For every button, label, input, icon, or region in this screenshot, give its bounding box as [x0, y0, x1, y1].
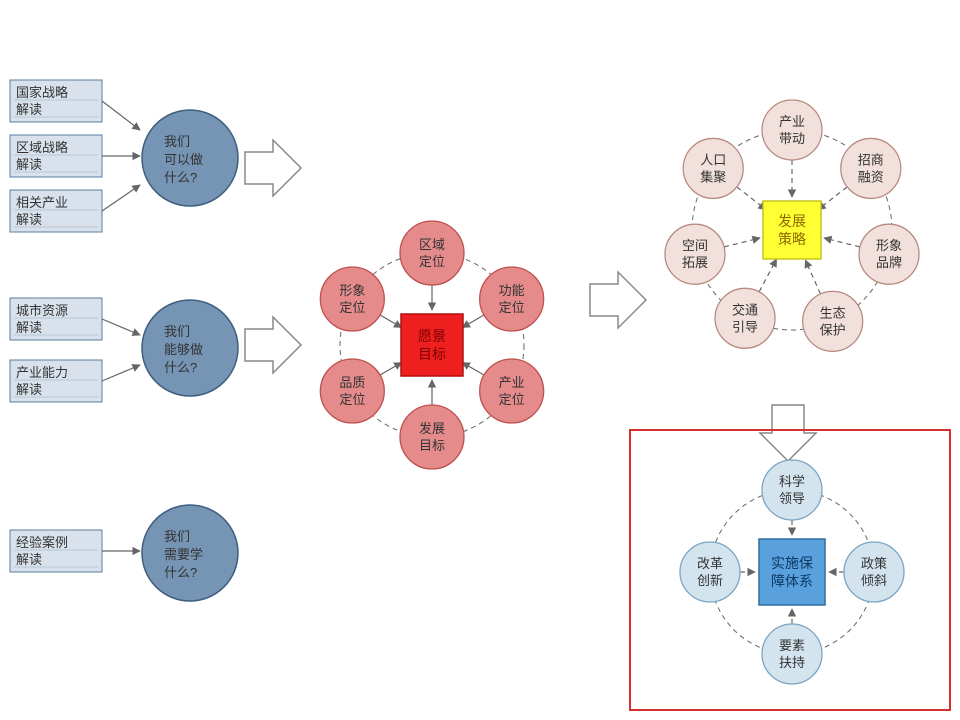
svg-text:目标: 目标 [419, 438, 445, 453]
vision-node-5 [320, 267, 384, 331]
svg-text:我们: 我们 [164, 134, 190, 149]
svg-text:扶持: 扶持 [779, 655, 805, 670]
svg-text:形象: 形象 [339, 283, 365, 298]
svg-text:带动: 带动 [779, 131, 805, 146]
strategy-node-0 [762, 100, 822, 160]
input-box-line2: 解读 [16, 102, 42, 117]
svg-text:目标: 目标 [418, 346, 446, 362]
strategy-spoke-2 [824, 238, 860, 247]
svg-text:倾斜: 倾斜 [861, 573, 887, 588]
svg-text:定位: 定位 [419, 254, 445, 269]
svg-text:拓展: 拓展 [682, 255, 708, 270]
flow-arrow [245, 317, 301, 373]
svg-text:品牌: 品牌 [876, 255, 902, 270]
svg-text:我们: 我们 [164, 324, 190, 339]
impl-node-1 [844, 542, 904, 602]
svg-text:可以做: 可以做 [164, 152, 203, 167]
svg-text:策略: 策略 [778, 231, 806, 247]
box-arrow-2 [102, 185, 140, 211]
input-box-line1: 经验案例 [16, 535, 68, 550]
svg-text:障体系: 障体系 [771, 573, 813, 589]
svg-text:功能: 功能 [499, 283, 525, 298]
svg-text:领导: 领导 [779, 491, 805, 506]
vision-node-4 [320, 359, 384, 423]
impl-node-3 [680, 542, 740, 602]
strategy-spoke-6 [737, 187, 766, 210]
input-box-line2: 解读 [16, 212, 42, 227]
impl-node-2 [762, 624, 822, 684]
svg-text:区域: 区域 [419, 237, 445, 252]
svg-text:定位: 定位 [339, 300, 365, 315]
box-arrow-3 [102, 319, 140, 335]
strategy-node-1 [841, 138, 901, 198]
svg-text:要素: 要素 [779, 638, 805, 653]
strategy-spoke-4 [759, 259, 776, 292]
input-box-line1: 国家战略 [16, 85, 68, 100]
svg-text:科学: 科学 [779, 474, 805, 489]
svg-text:产业: 产业 [499, 375, 525, 390]
svg-text:空间: 空间 [682, 238, 708, 253]
svg-text:愿景: 愿景 [418, 328, 446, 344]
strategy-spoke-3 [805, 260, 820, 294]
svg-text:政策: 政策 [861, 556, 887, 571]
vision-node-0 [400, 221, 464, 285]
flow-arrow [760, 405, 816, 461]
input-box-line2: 解读 [16, 320, 42, 335]
strategy-spoke-1 [818, 187, 847, 210]
svg-text:生态: 生态 [820, 305, 846, 320]
strategy-center [763, 201, 821, 259]
strategy-spoke-5 [724, 238, 760, 247]
flow-arrow [590, 272, 646, 328]
svg-text:能够做: 能够做 [164, 342, 203, 357]
input-box-line2: 解读 [16, 382, 42, 397]
svg-text:引导: 引导 [732, 319, 758, 334]
svg-text:形象: 形象 [876, 238, 902, 253]
box-arrow-4 [102, 365, 140, 381]
svg-text:品质: 品质 [339, 375, 365, 390]
svg-text:集聚: 集聚 [700, 169, 726, 184]
svg-text:什么?: 什么? [164, 360, 197, 375]
svg-text:融资: 融资 [858, 169, 884, 184]
strategy-node-2 [859, 224, 919, 284]
vision-node-1 [480, 267, 544, 331]
input-box-line2: 解读 [16, 552, 42, 567]
input-box-line1: 相关产业 [16, 195, 68, 210]
vision-spoke-4 [380, 363, 402, 376]
svg-text:我们: 我们 [164, 529, 190, 544]
impl-center [759, 539, 825, 605]
input-box-line1: 产业能力 [16, 365, 68, 380]
strategy-node-4 [715, 288, 775, 348]
vision-spoke-1 [462, 315, 484, 328]
svg-text:交通: 交通 [732, 302, 758, 317]
strategy-node-6 [683, 138, 743, 198]
svg-text:人口: 人口 [700, 152, 726, 167]
svg-text:什么?: 什么? [164, 170, 197, 185]
svg-text:实施保: 实施保 [771, 555, 813, 571]
svg-text:创新: 创新 [697, 573, 723, 588]
svg-text:什么?: 什么? [164, 565, 197, 580]
input-box-line2: 解读 [16, 157, 42, 172]
input-box-line1: 城市资源 [16, 303, 68, 318]
strategy-node-3 [803, 291, 863, 351]
vision-spoke-5 [380, 315, 402, 328]
flow-arrow [245, 140, 301, 196]
svg-text:保护: 保护 [820, 322, 846, 337]
svg-text:需要学: 需要学 [164, 547, 203, 562]
svg-text:招商: 招商 [858, 152, 884, 167]
svg-text:发展: 发展 [419, 421, 445, 436]
vision-node-2 [480, 359, 544, 423]
vision-center [401, 314, 463, 376]
svg-text:产业: 产业 [779, 114, 805, 129]
svg-text:定位: 定位 [499, 392, 525, 407]
svg-text:定位: 定位 [339, 392, 365, 407]
impl-node-0 [762, 460, 822, 520]
box-arrow-0 [102, 101, 140, 130]
vision-spoke-2 [462, 363, 484, 376]
svg-text:定位: 定位 [499, 300, 525, 315]
strategy-node-5 [665, 224, 725, 284]
svg-text:改革: 改革 [697, 556, 723, 571]
vision-node-3 [400, 405, 464, 469]
svg-text:发展: 发展 [778, 213, 806, 229]
input-box-line1: 区域战略 [16, 140, 68, 155]
